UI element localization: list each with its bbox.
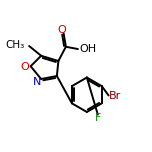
- Text: F: F: [95, 113, 102, 123]
- Text: O: O: [20, 62, 29, 72]
- Text: OH: OH: [79, 44, 97, 54]
- Text: O: O: [57, 25, 66, 35]
- Text: CH₃: CH₃: [5, 40, 25, 50]
- Text: Br: Br: [109, 91, 122, 101]
- Text: N: N: [33, 77, 42, 87]
